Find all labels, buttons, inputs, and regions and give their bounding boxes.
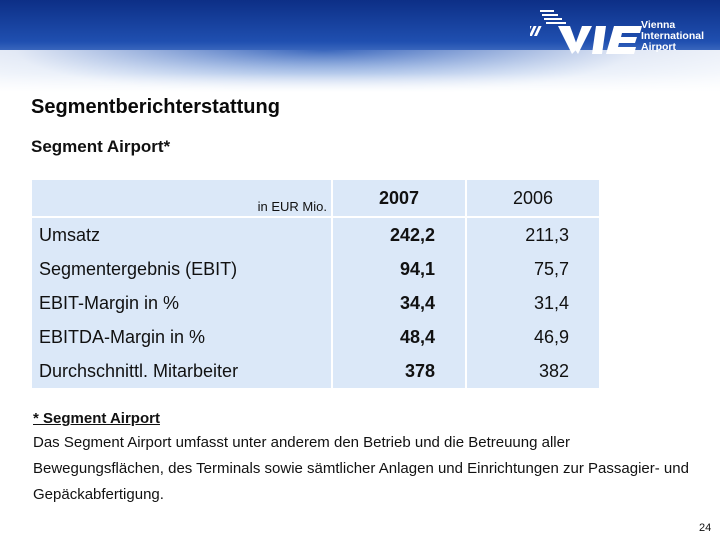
footnote-text: Das Segment Airport umfasst unter andere… [33, 434, 689, 503]
value-2006: 46,9 [533, 327, 569, 347]
column-header-2007: 2007 [333, 180, 465, 216]
table-header-row: in EUR Mio. 2007 2006 [32, 180, 599, 216]
vie-logo-icon [530, 10, 642, 54]
logo-line-3: Airport [641, 41, 676, 53]
page-number: 24 [699, 522, 712, 534]
table-body-row: Umsatz Segmentergebnis (EBIT) EBIT-Margi… [32, 218, 599, 388]
value-2006: 31,4 [533, 293, 569, 313]
row-label: EBIT-Margin in % [39, 293, 180, 313]
logo-line-2: International [641, 30, 705, 42]
value-2007: 242,2 [389, 225, 435, 245]
page-title: Segmentberichterstattung [31, 96, 280, 118]
unit-label: in EUR Mio. [32, 180, 331, 216]
page-subtitle: Segment Airport* [31, 137, 171, 156]
row-label: Segmentergebnis (EBIT) [39, 259, 238, 279]
row-labels-cell: Umsatz Segmentergebnis (EBIT) EBIT-Margi… [32, 218, 331, 388]
value-2006: 382 [538, 361, 569, 381]
logo-wordmark: Vienna International Airport [641, 20, 704, 53]
row-label: Umsatz [39, 225, 101, 245]
header-sweep [0, 50, 720, 110]
kpi-table: in EUR Mio. 2007 2006 Umsatz Segmenterge… [30, 178, 601, 390]
value-2006: 211,3 [525, 225, 569, 245]
value-2006: 75,7 [533, 259, 569, 279]
value-2007: 34,4 [399, 293, 435, 313]
row-label: EBITDA-Margin in % [39, 327, 206, 347]
column-header-2006: 2006 [467, 180, 599, 216]
logo-line-1: Vienna [641, 19, 676, 31]
values-2006-cell: 211,3 75,7 31,4 46,9 382 [467, 218, 599, 388]
footnote-heading: * Segment Airport [33, 410, 160, 427]
value-2007: 378 [404, 361, 435, 381]
value-2007: 48,4 [399, 327, 435, 347]
footnote: * Segment Airport Das Segment Airport um… [33, 408, 693, 508]
row-label: Durchschnittl. Mitarbeiter [39, 361, 239, 381]
value-2007: 94,1 [399, 259, 435, 279]
values-2007-cell: 242,2 94,1 34,4 48,4 378 [333, 218, 465, 388]
